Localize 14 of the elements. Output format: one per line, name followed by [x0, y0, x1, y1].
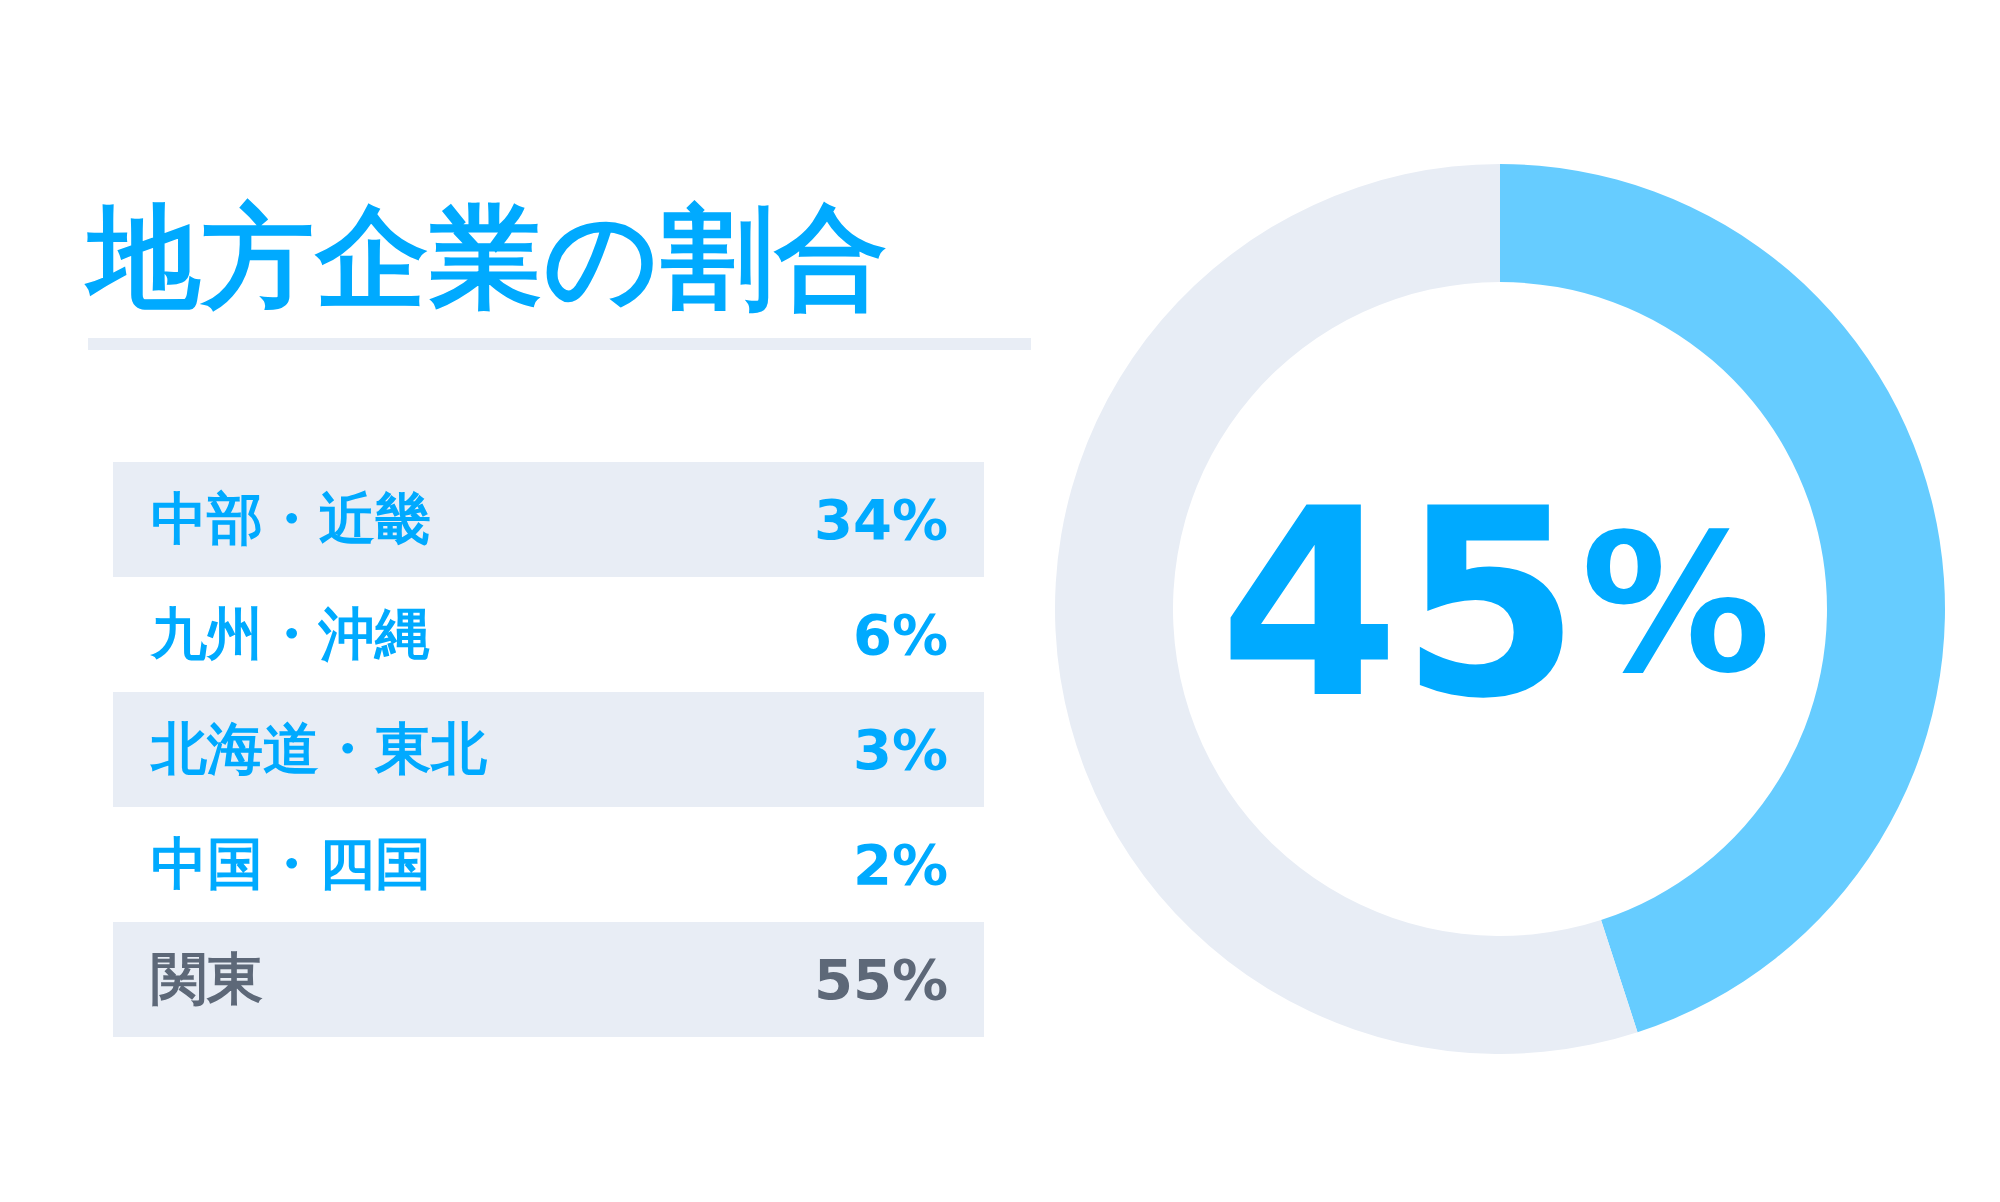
table-row: 北海道・東北 3%	[113, 692, 984, 807]
category-label: 中部・近畿	[151, 484, 431, 553]
data-label: 3%	[852, 717, 948, 782]
data-label: 2%	[852, 832, 948, 897]
category-label: 九州・沖縄	[151, 599, 431, 668]
data-label: 6%	[852, 602, 948, 667]
text: 45%	[1218, 453, 1772, 755]
category-label: 関東	[151, 944, 263, 1013]
data-label: 34%	[813, 487, 948, 552]
category-label: 北海道・東北	[151, 714, 487, 783]
data-label: 55%	[813, 947, 948, 1012]
category-label: 中国・四国	[151, 829, 431, 898]
table-row: 中部・近畿 34%	[113, 462, 984, 577]
table-row: 関東 55%	[113, 922, 984, 1037]
